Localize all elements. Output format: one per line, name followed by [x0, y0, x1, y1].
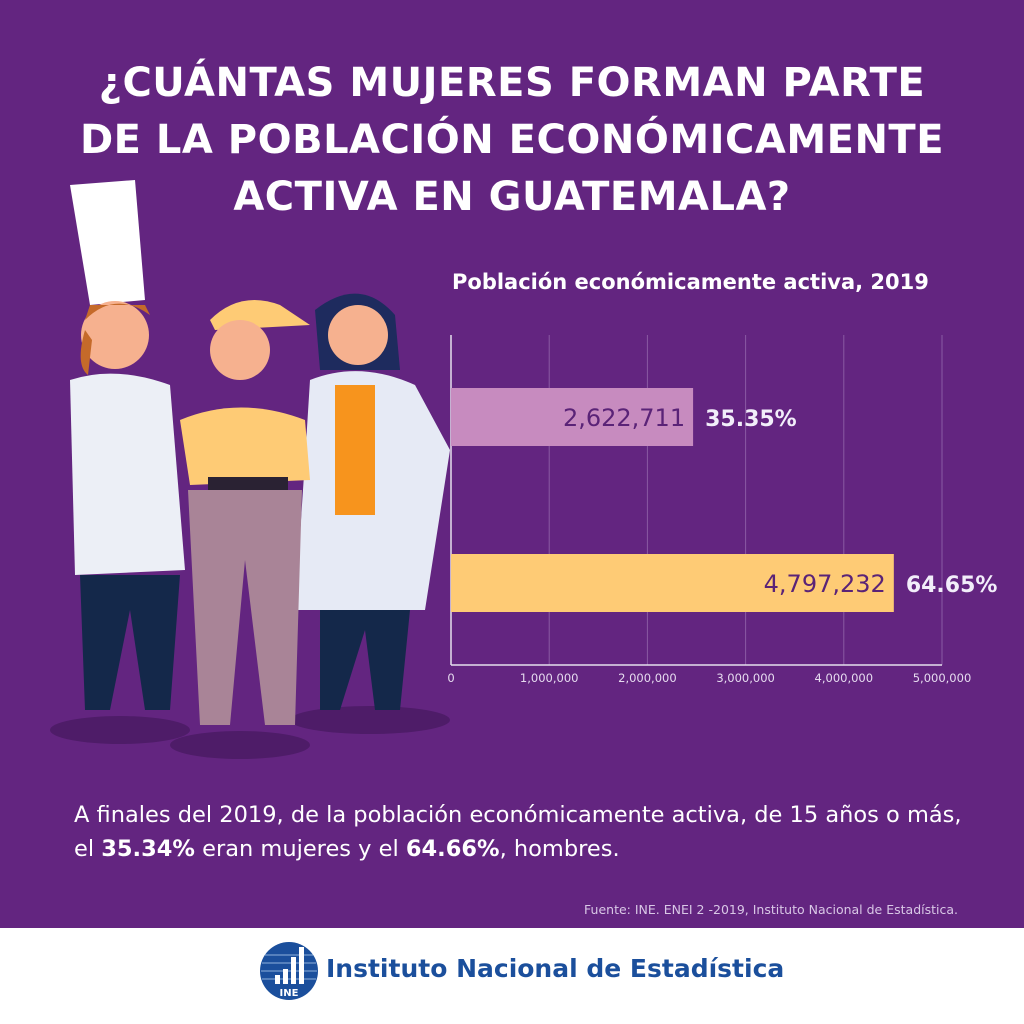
chart-title: Población económicamente activa, 2019 [452, 270, 929, 294]
organization-name: Instituto Nacional de Estadística [326, 954, 785, 983]
women-percentage: 35.34% [101, 836, 195, 862]
bar-percent-label: 64.65% [906, 573, 998, 598]
title-line: ACTIVA EN GUATEMALA? [233, 174, 791, 220]
bar-hombres [451, 554, 894, 612]
x-tick-label: 4,000,000 [815, 671, 874, 685]
summary-part: , hombres. [499, 836, 620, 862]
page-title: ¿CUÁNTAS MUJERES FORMAN PARTE DE LA POBL… [40, 55, 984, 226]
summary-text: A finales del 2019, de la población econ… [74, 798, 974, 866]
women-workers-illustration [50, 180, 450, 759]
bar-value-label: 2,622,711 [563, 404, 685, 432]
x-tick-label: 2,000,000 [618, 671, 677, 685]
logo-text: INE [280, 988, 299, 999]
title-line: ¿CUÁNTAS MUJERES FORMAN PARTE [98, 60, 926, 106]
bar-value-label: 4,797,232 [764, 570, 886, 598]
bar-chart: 0 1,000,000 2,000,000 3,000,000 4,000,000 5,0… [447, 335, 998, 685]
bar-percent-label: 35.35% [705, 407, 797, 432]
title-line: DE LA POBLACIÓN ECONÓMICAMENTE [79, 117, 945, 163]
summary-part: eran mujeres y el [194, 836, 406, 862]
x-tick-label: 5,000,000 [913, 671, 972, 685]
bar-mujeres [451, 388, 694, 446]
summary-part: A finales del 2019, de la población econ… [74, 802, 962, 862]
source-note: Fuente: INE. ENEI 2 -2019, Instituto Nac… [584, 902, 958, 917]
men-percentage: 64.66% [405, 836, 500, 862]
x-tick-label: 0 [447, 671, 454, 685]
footer [0, 928, 1024, 1024]
ine-logo: INE [260, 942, 318, 1000]
x-tick-label: 3,000,000 [716, 671, 775, 685]
x-tick-label: 1,000,000 [520, 671, 579, 685]
